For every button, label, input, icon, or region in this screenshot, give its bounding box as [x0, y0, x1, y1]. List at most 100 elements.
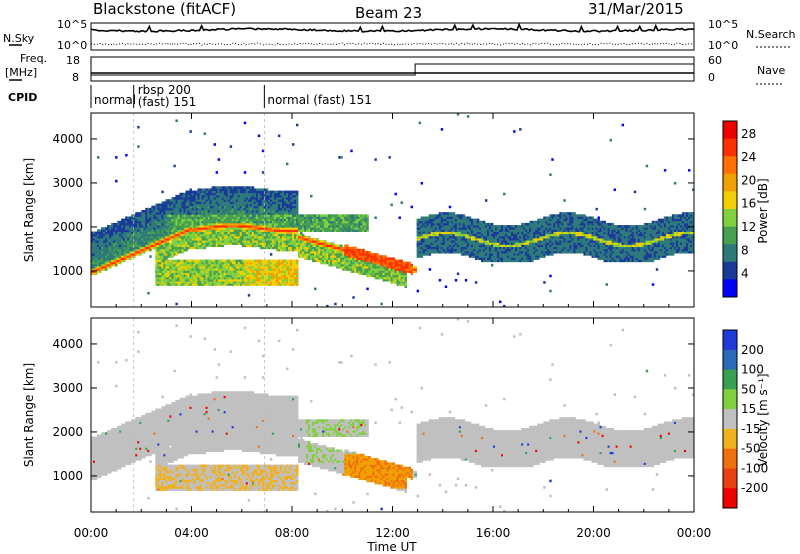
- power-cell: [223, 201, 227, 204]
- power-cell: [159, 278, 162, 282]
- power-cell: [165, 250, 168, 254]
- power-cell: [189, 281, 192, 284]
- power-cell: [269, 192, 273, 196]
- power-cell: [221, 240, 225, 243]
- power-cell: [454, 278, 458, 282]
- power-cell: [201, 222, 204, 226]
- power-cell: [243, 278, 247, 282]
- power-cell: [239, 216, 243, 220]
- power-cell: [225, 276, 229, 280]
- power-cell: [205, 207, 208, 211]
- power-cell: [105, 246, 108, 250]
- power-cell: [314, 259, 317, 263]
- power-cell: [233, 235, 237, 239]
- power-cell: [289, 216, 293, 220]
- power-cell: [320, 248, 323, 252]
- power-cell: [364, 266, 367, 269]
- power-cell: [153, 235, 156, 239]
- power-cell: [233, 283, 237, 286]
- power-cell: [115, 156, 118, 159]
- power-cell: [245, 201, 249, 204]
- power-cell: [237, 263, 241, 267]
- power-cell: [265, 194, 269, 198]
- power-cell: [255, 194, 259, 198]
- power-cell: [229, 201, 233, 204]
- power-cell: [187, 274, 190, 278]
- power-cell: [173, 225, 176, 228]
- power-cell: [193, 235, 196, 239]
- power-cell: [460, 214, 464, 217]
- power-cell: [173, 250, 176, 254]
- power-cell: [340, 227, 343, 230]
- power-cell: [326, 227, 329, 230]
- power-cell: [283, 278, 287, 282]
- power-cell: [424, 242, 428, 245]
- power-cell: [155, 283, 158, 286]
- power-cell: [151, 233, 154, 237]
- power-cell: [402, 261, 405, 265]
- power-cell: [442, 246, 446, 250]
- power-cell: [249, 203, 253, 207]
- power-cell: [376, 274, 379, 278]
- power-cell: [454, 220, 458, 224]
- power-cell: [227, 276, 231, 280]
- power-cell: [374, 261, 377, 265]
- power-cell: [237, 205, 241, 209]
- power-cell: [346, 268, 349, 271]
- power-cell: [215, 261, 219, 265]
- power-cell: [446, 214, 450, 217]
- power-cell: [205, 222, 208, 226]
- power-cell: [332, 222, 335, 226]
- power-cell: [189, 242, 192, 245]
- power-cell: [227, 216, 231, 220]
- power-cell: [223, 203, 227, 207]
- power-cell: [275, 212, 279, 215]
- power-cell: [153, 220, 156, 224]
- power-cell: [199, 225, 202, 228]
- power-cell: [249, 244, 253, 248]
- power-cell: [95, 253, 98, 256]
- power-cell: [426, 233, 430, 237]
- power-cell: [434, 218, 438, 222]
- power-cell: [149, 214, 152, 217]
- power-cell: [121, 246, 124, 250]
- power-cell: [294, 229, 297, 232]
- power-cell: [324, 216, 327, 220]
- power-cell: [239, 259, 243, 263]
- power-cell: [464, 218, 468, 222]
- power-cell: [111, 259, 114, 263]
- power-cell: [113, 244, 116, 248]
- power-cell: [181, 276, 184, 280]
- power-cell: [221, 190, 225, 194]
- power-cell: [450, 225, 454, 228]
- power-cell: [127, 248, 130, 252]
- power-cell: [243, 242, 247, 245]
- power-cell: [139, 225, 142, 228]
- power-cell: [187, 201, 190, 204]
- power-cell: [187, 281, 190, 284]
- power-cell: [229, 222, 233, 226]
- power-cell: [137, 233, 140, 237]
- power-cell: [113, 242, 116, 245]
- power-cell: [450, 231, 454, 235]
- power-cell: [205, 242, 208, 245]
- power-cell: [249, 222, 253, 226]
- power-cell: [119, 233, 122, 237]
- power-cell: [205, 201, 208, 204]
- power-cell: [255, 238, 259, 241]
- power-cell: [161, 261, 164, 265]
- power-cell: [173, 227, 176, 230]
- power-cell: [277, 238, 281, 241]
- power-cell: [177, 266, 180, 269]
- power-cell: [346, 227, 349, 230]
- power-cell: [424, 222, 428, 226]
- power-cell: [294, 272, 297, 276]
- power-cell: [287, 214, 291, 217]
- power-cell: [267, 194, 271, 198]
- power-cell: [456, 246, 460, 250]
- power-cell: [334, 227, 337, 230]
- power-cell: [189, 231, 192, 235]
- power-cell: [173, 259, 176, 263]
- power-cell: [191, 281, 194, 284]
- power-cell: [442, 222, 446, 226]
